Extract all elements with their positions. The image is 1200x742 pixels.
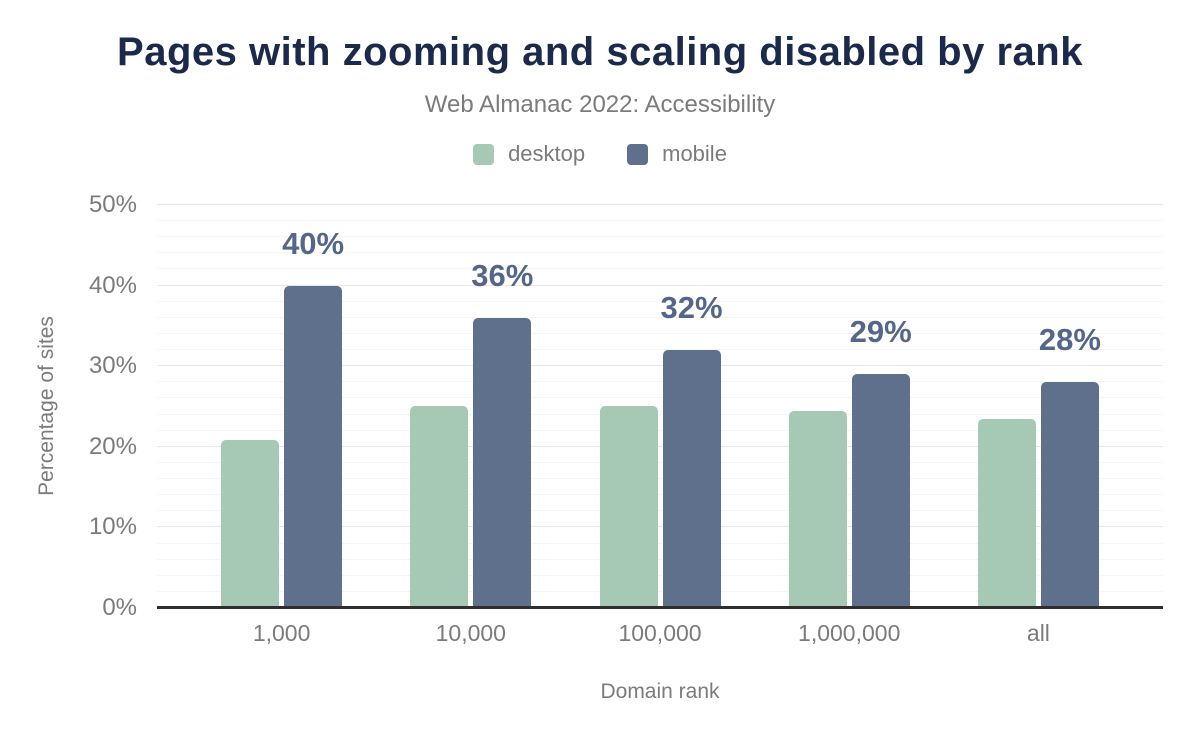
gridline-major	[157, 445, 1163, 447]
chart-title: Pages with zooming and scaling disabled …	[117, 30, 1083, 74]
bar-value-label-mobile-1000000: 29%	[849, 314, 912, 350]
bar-value-label-mobile-10000: 36%	[471, 257, 534, 293]
gridline-minor	[157, 429, 1163, 431]
gridline-minor	[157, 220, 1163, 222]
y-tick-label: 0%	[102, 594, 137, 621]
bar-desktop-10000[interactable]	[410, 405, 469, 608]
bar-value-label-mobile-1000: 40%	[282, 225, 345, 261]
gridline-minor	[157, 478, 1163, 480]
bar-group-100000: 32%	[565, 205, 754, 608]
y-tick-label: 20%	[88, 432, 137, 460]
x-tick-label-all: all	[1026, 620, 1050, 646]
gridline-major	[157, 365, 1163, 367]
gridline-minor	[157, 349, 1163, 351]
legend-label-desktop: desktop	[508, 141, 586, 166]
gridline-major	[157, 526, 1163, 528]
legend-swatch-mobile	[627, 143, 649, 165]
legend-item-desktop: desktop	[473, 141, 585, 167]
chart-legend: desktop mobile	[0, 141, 1200, 167]
bar-desktop-1000000[interactable]	[788, 411, 847, 608]
y-tick-label: 40%	[88, 271, 137, 299]
x-tick-label-1000000: 1,000,000	[798, 620, 901, 646]
y-tick-label: 30%	[88, 352, 137, 380]
gridline-minor	[157, 461, 1163, 463]
bar-group-all: 28%	[944, 205, 1133, 608]
gridline-minor	[157, 252, 1163, 254]
gridline-minor	[157, 236, 1163, 238]
bar-desktop-100000[interactable]	[599, 405, 658, 608]
gridline-minor	[157, 316, 1163, 318]
gridline-minor	[157, 268, 1163, 270]
gridline-major	[157, 284, 1163, 286]
bar-mobile-1000000[interactable]: 29%	[850, 316, 912, 608]
x-tick-label-100000: 100,000	[618, 620, 702, 646]
gridline-minor	[157, 300, 1163, 302]
y-axis-labels: 0% 10% 20% 30% 40% 50%	[0, 193, 145, 620]
gridline-minor	[157, 332, 1163, 334]
gridline-minor	[157, 494, 1163, 496]
bar-value-label-mobile-100000: 32%	[660, 290, 723, 326]
bar-desktop-1000[interactable]	[221, 440, 280, 608]
gridline-minor	[157, 542, 1163, 544]
x-tick-label-1000: 1,000	[252, 620, 311, 646]
bar-group-1000000: 29%	[755, 205, 944, 608]
gridline-minor	[157, 381, 1163, 383]
y-tick-label: 10%	[88, 513, 137, 541]
legend-swatch-desktop	[473, 143, 495, 165]
bar-group-10000: 36%	[376, 205, 565, 608]
legend-item-mobile: mobile	[627, 141, 727, 167]
bar-group-1000: 40%	[187, 205, 376, 608]
x-axis-title: Domain rank	[600, 680, 720, 703]
x-axis-line	[157, 606, 1163, 609]
gridline-minor	[157, 558, 1163, 560]
y-tick-label: 50%	[88, 191, 137, 218]
bars-row: 40% 36% 32% 29% 28%	[157, 205, 1163, 608]
plot-area: 40% 36% 32% 29% 28%	[157, 204, 1163, 609]
bar-value-label-mobile-all: 28%	[1038, 322, 1101, 358]
gridline-major	[157, 204, 1163, 205]
gridline-minor	[157, 413, 1163, 415]
bar-desktop-all[interactable]	[977, 419, 1036, 608]
bar-mobile-100000[interactable]: 32%	[660, 292, 723, 608]
bar-mobile-all[interactable]: 28%	[1039, 324, 1101, 608]
x-axis-labels: 1,000 10,000 100,000 1,000,000 all	[157, 620, 1163, 647]
bar-mobile-1000[interactable]: 40%	[282, 228, 344, 608]
legend-label-mobile: mobile	[662, 141, 727, 166]
gridline-minor	[157, 590, 1163, 592]
gridline-minor	[157, 510, 1163, 512]
x-tick-label-10000: 10,000	[435, 620, 506, 646]
chart-subtitle: Web Almanac 2022: Accessibility	[424, 91, 776, 118]
gridline-minor	[157, 574, 1163, 576]
gridline-minor	[157, 397, 1163, 399]
bar-mobile-10000[interactable]: 36%	[471, 260, 533, 608]
